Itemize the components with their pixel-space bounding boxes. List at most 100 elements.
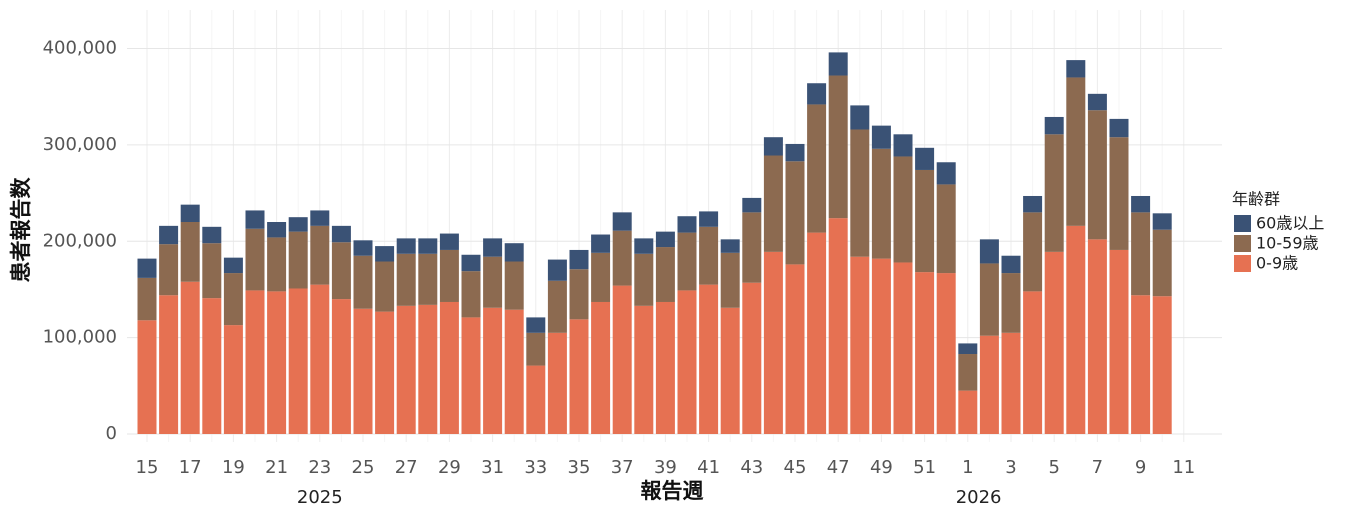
bar-segment (1023, 195, 1043, 213)
bar-segment (245, 228, 265, 291)
x-tick-label: 45 (784, 457, 807, 478)
bar-segment (958, 354, 978, 391)
x-tick-label: 3 (1005, 457, 1016, 478)
bar-segment (310, 225, 330, 285)
bar-segment (1131, 212, 1151, 296)
bar-segment (245, 210, 265, 229)
y-tick-label: 0 (106, 423, 117, 444)
y-axis-title: 患者報告数 (9, 177, 33, 283)
legend-swatch (1234, 255, 1251, 272)
bar-segment (677, 216, 697, 233)
bar-segment (958, 390, 978, 434)
bar-segment (159, 244, 179, 296)
legend-label: 10-59歳 (1256, 234, 1319, 253)
bar-segment (223, 257, 243, 274)
bar-segment (483, 307, 503, 434)
y-tick-label: 100,000 (43, 327, 117, 348)
bar-segment (353, 308, 373, 434)
bar-segment (504, 261, 524, 310)
bar-segment (331, 225, 351, 243)
bar-segment (807, 83, 827, 105)
bar-segment (591, 252, 611, 302)
bar-segment (504, 243, 524, 262)
bar-segment (1044, 251, 1064, 434)
bar-segment (396, 305, 416, 434)
x-tick-label: 33 (524, 457, 547, 478)
bar-segment (310, 210, 330, 226)
bar-segment (375, 261, 395, 312)
bar-segment (720, 307, 740, 434)
bar-segment (1131, 295, 1151, 434)
bar-segment (763, 137, 783, 156)
bar-segment (1152, 229, 1172, 297)
x-tick-label: 19 (222, 457, 245, 478)
bar-segment (547, 332, 567, 434)
bar-segment (720, 252, 740, 308)
bar-segment (1001, 332, 1021, 434)
x-axis-title: 報告週 (641, 479, 704, 503)
bar-segment (979, 335, 999, 434)
bar-segment (742, 282, 762, 434)
x-tick-label: 5 (1048, 457, 1059, 478)
bar-segment (634, 305, 654, 434)
x-tick-label: 49 (870, 457, 893, 478)
bar-segment (267, 291, 287, 434)
bar-segment (655, 301, 675, 434)
x-tick-label: 7 (1092, 457, 1103, 478)
bar-segment (850, 105, 870, 130)
bar-segment (893, 156, 913, 263)
bar-segment (526, 365, 546, 434)
bar-segment (461, 254, 481, 272)
bar-segment (483, 238, 503, 257)
bar-segment (634, 253, 654, 306)
bar-segment (353, 240, 373, 256)
bar-segment (871, 258, 891, 434)
bar-segment (396, 253, 416, 306)
bar-segment (591, 301, 611, 434)
bar-segment (483, 256, 503, 308)
bar-segment (699, 226, 719, 285)
bar-segment (655, 247, 675, 302)
bar-segment (655, 231, 675, 248)
bar-segment (958, 343, 978, 355)
bar-segment (461, 271, 481, 318)
bar-segment (1152, 296, 1172, 434)
bar-segment (612, 212, 632, 231)
bar-segment (742, 212, 762, 283)
bar-segment (893, 134, 913, 157)
bar-segment (547, 280, 567, 333)
bar-segment (439, 233, 459, 250)
bar-segment (785, 264, 805, 434)
bar-segment (1001, 273, 1021, 333)
bar-segment (871, 148, 891, 259)
bar-segment (850, 256, 870, 434)
bar-segment (763, 155, 783, 252)
bar-segment (267, 237, 287, 292)
bar-segment (180, 222, 200, 282)
bar-segment (591, 234, 611, 253)
bar-segment (288, 217, 308, 232)
x-group-label: 2026 (956, 487, 1002, 508)
bar-segment (1066, 60, 1086, 78)
x-tick-label: 29 (438, 457, 461, 478)
bar-segment (1131, 195, 1151, 213)
bar-segment (828, 218, 848, 434)
bar-segment (180, 204, 200, 222)
bar-segment (915, 169, 935, 273)
bar-segment (720, 239, 740, 253)
bar-segment (137, 320, 157, 434)
x-tick-label: 11 (1172, 457, 1195, 478)
bar-segment (310, 284, 330, 434)
bar-segment (1001, 255, 1021, 274)
bar-segment (375, 311, 395, 434)
bar-segment (1087, 110, 1107, 240)
bar-segment (612, 285, 632, 434)
bar-segment (807, 104, 827, 233)
x-tick-label: 35 (568, 457, 591, 478)
bar-segment (742, 197, 762, 213)
x-tick-label: 47 (827, 457, 850, 478)
bar-segment (547, 259, 567, 281)
legend-swatch (1234, 235, 1251, 252)
bar-segment (699, 211, 719, 227)
